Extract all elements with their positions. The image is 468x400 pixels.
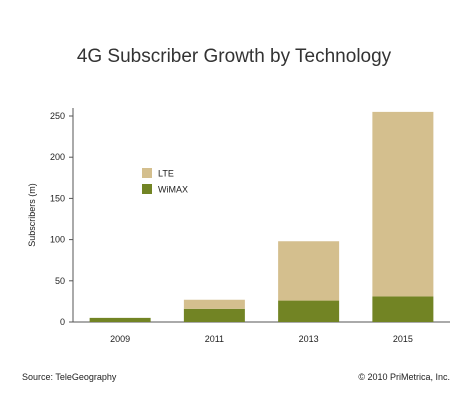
- bar-lte-2013: [278, 241, 340, 301]
- bar-wimax-2011: [183, 308, 245, 322]
- y-tick-label: 200: [50, 152, 65, 162]
- source-note: Source: TeleGeography: [22, 372, 117, 382]
- y-axis-label: Subscribers (m): [27, 183, 37, 247]
- y-tick-label: 250: [50, 111, 65, 121]
- x-tick-label: 2015: [393, 334, 413, 344]
- bar-lte-2015: [372, 111, 434, 297]
- x-tick-labels: 2009 2011 2013 2015: [110, 334, 413, 344]
- legend: LTE WiMAX: [142, 168, 188, 195]
- copyright-note: © 2010 PriMetrica, Inc.: [358, 372, 450, 382]
- bars: [89, 111, 434, 322]
- y-tick-label: 150: [50, 193, 65, 203]
- legend-swatch-wimax: [142, 184, 152, 194]
- y-ticks: 0 50 100 150 200 250: [50, 111, 73, 327]
- y-tick-label: 50: [55, 276, 65, 286]
- chart-title: 4G Subscriber Growth by Technology: [76, 46, 392, 67]
- bar-wimax-2009: [89, 317, 151, 322]
- bar-wimax-2013: [278, 300, 340, 322]
- legend-label-wimax: WiMAX: [158, 185, 188, 195]
- x-tick-label: 2009: [110, 334, 130, 344]
- x-tick-label: 2011: [205, 334, 224, 344]
- y-tick-label: 100: [50, 235, 65, 245]
- legend-swatch-lte: [142, 168, 152, 178]
- y-tick-label: 0: [60, 317, 65, 327]
- x-tick-label: 2013: [299, 334, 319, 344]
- legend-label-lte: LTE: [158, 169, 174, 179]
- bar-lte-2011: [183, 299, 245, 309]
- bar-wimax-2015: [372, 296, 434, 322]
